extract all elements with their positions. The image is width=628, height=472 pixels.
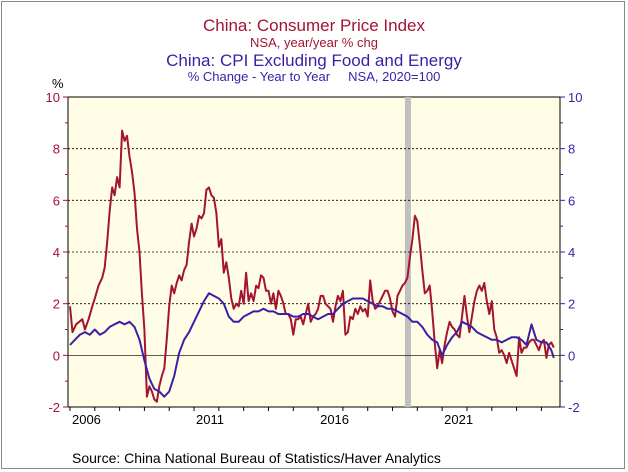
left-axis-tick-label: -2 xyxy=(48,400,60,415)
x-axis-tick-label: 2021 xyxy=(444,412,473,427)
right-axis-tick-label: 2 xyxy=(568,297,575,312)
x-axis-tick-label: 2006 xyxy=(72,412,101,427)
right-axis-tick-label: 4 xyxy=(568,245,575,260)
chart-subtitle-core-cpi: % Change - Year to Year NSA, 2020=100 xyxy=(187,69,441,84)
left-axis-tick-label: 2 xyxy=(53,297,60,312)
left-axis-tick-label: 8 xyxy=(53,142,60,157)
right-axis-tick-label: 0 xyxy=(568,348,575,363)
right-axis-tick-label: 10 xyxy=(568,90,582,105)
chart-title-cpi: China: Consumer Price Index xyxy=(202,16,426,35)
left-axis-tick-label: 4 xyxy=(53,245,60,260)
core-cpi-series-line xyxy=(69,292,555,398)
left-axis-tick-label: 6 xyxy=(53,193,60,208)
right-axis-tick-label: -2 xyxy=(568,400,580,415)
y-unit-label: % xyxy=(52,76,64,91)
left-axis-tick-label: 0 xyxy=(53,348,60,363)
right-axis-tick-label: 8 xyxy=(568,142,575,157)
x-axis-tick-label: 2011 xyxy=(196,412,224,427)
right-axis-tick-label: 6 xyxy=(568,193,575,208)
source-note: Source: China National Bureau of Statist… xyxy=(72,450,441,466)
cpi-series-line xyxy=(69,129,555,403)
chart-title-core-cpi: China: CPI Excluding Food and Energy xyxy=(166,51,462,70)
chart-subtitle-cpi: NSA, year/year % chg xyxy=(250,35,378,50)
left-axis-tick-label: 10 xyxy=(46,90,60,105)
shaded-period-bar xyxy=(404,97,411,407)
x-axis-tick-label: 2016 xyxy=(320,412,349,427)
